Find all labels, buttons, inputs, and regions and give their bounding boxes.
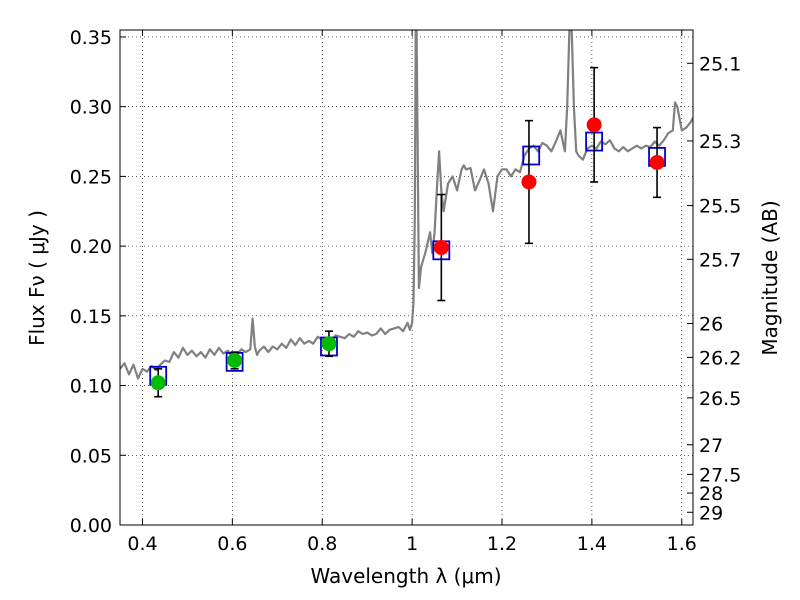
x-tick-label: 0.6 [217,533,247,555]
x-tick-label: 1 [406,533,418,555]
y-tick-label: 0.15 [70,306,112,328]
y-tick-label: 0.00 [70,515,112,537]
optical-data-point [321,336,337,352]
x-axis-label: Wavelength λ (μm) [310,564,501,588]
y2-tick-label: 25.5 [699,196,741,218]
y-tick-label: 0.35 [70,27,112,49]
x-tick-label: 0.8 [307,533,337,555]
y2-tick-label: 25.3 [699,131,741,153]
y2-tick-label: 29 [699,502,723,524]
y2-tick-label: 27.5 [699,464,741,486]
y-tick-label: 0.10 [70,376,112,398]
nir-data-point [649,154,665,170]
x-tick-label: 1.6 [667,533,697,555]
optical-data-point [227,352,243,368]
plot-frame [119,29,694,526]
y2-tick-label: 27 [699,435,723,457]
grid-lines [120,30,693,526]
y2-tick-label: 26.2 [699,347,741,369]
y2-tick-label: 25.1 [699,53,741,75]
y2-tick-label: 26 [699,313,723,335]
plot-area [120,30,693,398]
y2-tick-label: 25.7 [699,249,741,271]
nir-data-point [433,240,449,256]
optical-data-point [150,375,166,391]
nir-data-point [521,174,537,190]
y-tick-label: 0.20 [70,236,112,258]
y-tick-label: 0.05 [70,445,112,467]
y-tick-label: 0.30 [70,97,112,119]
model-square [522,145,541,166]
y-axis-label: Flux Fν ( μJy ) [25,210,49,346]
y2-tick-label: 26.5 [699,388,741,410]
y-tick-label: 0.25 [70,166,112,188]
template-spectrum-line [120,30,693,380]
x-tick-label: 1.4 [577,533,607,555]
axis-ticks: 0.4 0.6 0.8 1 1.2 1.4 1.6 0.00 0.05 0.10 0.15 0.20 0… [70,27,742,555]
nir-data-point [586,117,602,133]
x-tick-label: 1.2 [487,533,517,555]
y2-axis-label: Magnitude (AB) [758,200,782,355]
y2-tick-label: 28 [699,483,723,505]
x-tick-label: 0.4 [127,533,157,555]
